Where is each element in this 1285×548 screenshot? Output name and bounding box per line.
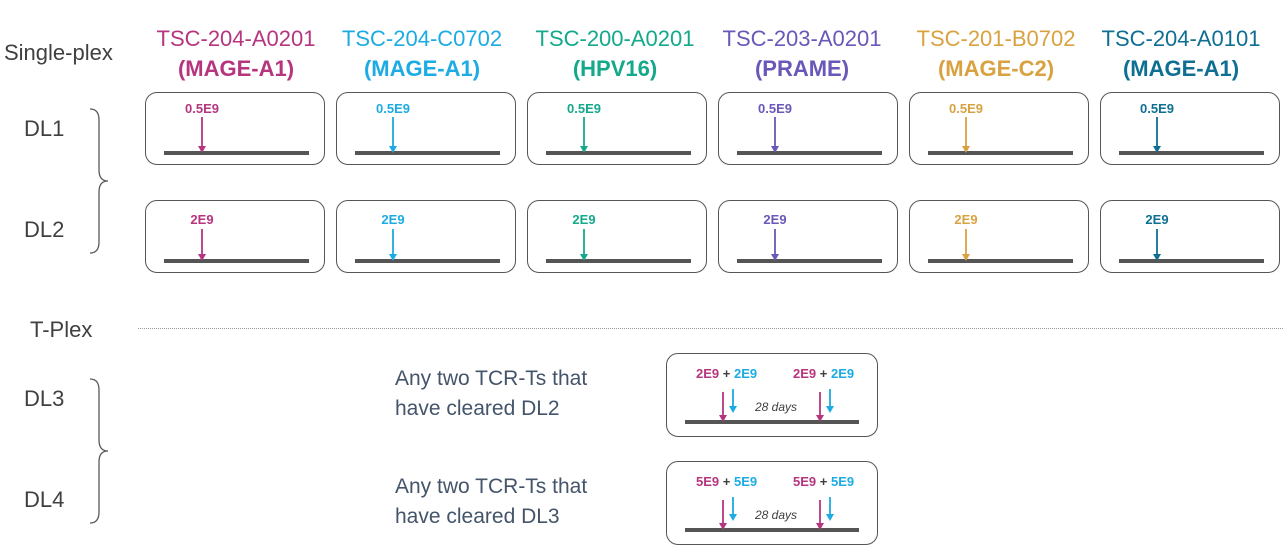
dose-arrow	[580, 229, 588, 261]
product-id: TSC-204-C0702	[341, 26, 503, 51]
dose-level-label-dl1: DL1	[24, 116, 65, 141]
dose-label: 2E9	[763, 212, 787, 227]
product-id: TSC-200-A0201	[535, 26, 695, 51]
dose-level-label-dl4: DL4	[24, 487, 65, 512]
product-header: TSC-204-C0702 (MAGE-A1)	[327, 24, 517, 84]
brace-t-plex	[89, 378, 109, 524]
dl4-plus-1: +	[722, 474, 731, 489]
dose-box-dl2: 2E9	[145, 200, 325, 273]
second-pair-arrow-b	[826, 389, 834, 413]
dose-box-dl2: 2E9	[336, 200, 516, 273]
dose-label: 2E9	[190, 212, 214, 227]
dl3-second-pair-dose: 2E9 + 2E9	[793, 366, 854, 381]
dl4-second-pair-dose: 5E9 + 5E9	[793, 474, 854, 489]
dl4-interval-label: 28 days	[755, 508, 798, 522]
dose-box-dl1: 0.5E9	[527, 92, 707, 165]
dose-label: 0.5E9	[1140, 101, 1174, 116]
dl4-dose-a-1: 5E9	[696, 474, 720, 489]
product-target: (PRAME)	[754, 56, 850, 81]
dl3-plus-1: +	[722, 366, 731, 381]
product-target: (MAGE-A1)	[1122, 56, 1240, 81]
dl3-note-line2: have cleared DL2	[395, 397, 560, 420]
second-pair-arrow-a	[816, 392, 824, 422]
dose-arrow	[389, 229, 397, 261]
dose-box-dl1: 0.5E9	[145, 92, 325, 165]
dose-arrow	[1153, 117, 1161, 153]
dl3-dose-b-2: 2E9	[830, 366, 855, 381]
dose-box-dl1: 0.5E9	[909, 92, 1089, 165]
dose-arrow	[389, 117, 397, 153]
dose-arrow	[962, 117, 970, 153]
product-header: TSC-200-A0201 (HPV16)	[520, 24, 710, 84]
first-pair-arrow-a	[719, 500, 727, 530]
second-pair-arrow-a	[816, 500, 824, 530]
product-id: TSC-203-A0201	[722, 26, 882, 51]
product-id: TSC-204-A0101	[1101, 26, 1261, 51]
dl3-dosing-schedule: 2E9 + 2E9 2E9 + 2E9 28 days	[666, 353, 878, 437]
dose-box-dl1: 0.5E9	[718, 92, 898, 165]
product-target: (MAGE-A1)	[177, 56, 295, 81]
dl3-plus-2: +	[819, 366, 828, 381]
dl4-plus-2: +	[819, 474, 828, 489]
first-pair-arrow-a	[719, 392, 727, 422]
product-header: TSC-203-A0201 (PRAME)	[707, 24, 897, 84]
brace-single-plex	[89, 108, 109, 254]
dose-box-dl2: 2E9	[718, 200, 898, 273]
dose-box-dl1: 0.5E9	[1100, 92, 1280, 165]
product-id: TSC-201-B0702	[916, 26, 1076, 51]
dl3-criteria-note: Any two TCR-Ts that have cleared DL2	[395, 364, 587, 424]
dl4-criteria-note: Any two TCR-Ts that have cleared DL3	[395, 472, 587, 532]
product-header: TSC-204-A0101 (MAGE-A1)	[1086, 24, 1276, 84]
dose-label: 2E9	[1145, 212, 1169, 227]
dl4-note-line2: have cleared DL3	[395, 505, 560, 528]
dl3-note-line1: Any two TCR-Ts that	[395, 367, 588, 390]
dose-arrow	[771, 229, 779, 261]
dose-box-dl1: 0.5E9	[336, 92, 516, 165]
first-pair-arrow-b	[729, 389, 737, 413]
dose-label: 0.5E9	[376, 101, 410, 116]
section-divider	[138, 328, 1283, 329]
dl3-dose-a-1: 2E9	[696, 366, 720, 381]
dl4-dose-a-2: 5E9	[793, 474, 817, 489]
product-target: (MAGE-A1)	[363, 56, 481, 81]
dose-label: 2E9	[381, 212, 405, 227]
dl4-first-pair-dose: 5E9 + 5E9	[696, 474, 757, 489]
dose-label: 0.5E9	[185, 101, 219, 116]
dose-level-label-dl3: DL3	[24, 386, 65, 411]
product-id: TSC-204-A0201	[156, 26, 316, 51]
dose-level-label-dl2: DL2	[24, 217, 65, 242]
dl3-dose-b-1: 2E9	[733, 366, 758, 381]
dose-arrow	[198, 117, 206, 153]
product-target: (HPV16)	[572, 56, 658, 81]
dl4-note-line1: Any two TCR-Ts that	[395, 475, 588, 498]
dl3-first-pair-dose: 2E9 + 2E9	[696, 366, 757, 381]
first-pair-arrow-b	[729, 497, 737, 521]
product-target: (MAGE-C2)	[937, 56, 1055, 81]
t-plex-label: T-Plex	[30, 317, 93, 342]
product-header: TSC-204-A0201 (MAGE-A1)	[141, 24, 331, 84]
dose-arrow	[198, 229, 206, 261]
dose-label: 0.5E9	[758, 101, 792, 116]
dose-label: 2E9	[572, 212, 596, 227]
dose-label: 2E9	[954, 212, 978, 227]
dl4-dose-b-2: 5E9	[830, 474, 855, 489]
dose-arrow	[962, 229, 970, 261]
dl3-interval-label: 28 days	[755, 400, 798, 414]
dl3-dose-a-2: 2E9	[793, 366, 817, 381]
second-pair-arrow-b	[826, 497, 834, 521]
dose-box-dl2: 2E9	[1100, 200, 1280, 273]
dose-label: 0.5E9	[949, 101, 983, 116]
dose-arrow	[580, 117, 588, 153]
dl4-dosing-schedule: 5E9 + 5E9 5E9 + 5E9 28 days	[666, 461, 878, 545]
product-header: TSC-201-B0702 (MAGE-C2)	[901, 24, 1091, 84]
dl4-dose-b-1: 5E9	[733, 474, 758, 489]
dose-box-dl2: 2E9	[527, 200, 707, 273]
dose-box-dl2: 2E9	[909, 200, 1089, 273]
dose-arrow	[771, 117, 779, 153]
dose-label: 0.5E9	[567, 101, 601, 116]
single-plex-label: Single-plex	[4, 40, 113, 65]
dose-arrow	[1153, 229, 1161, 261]
